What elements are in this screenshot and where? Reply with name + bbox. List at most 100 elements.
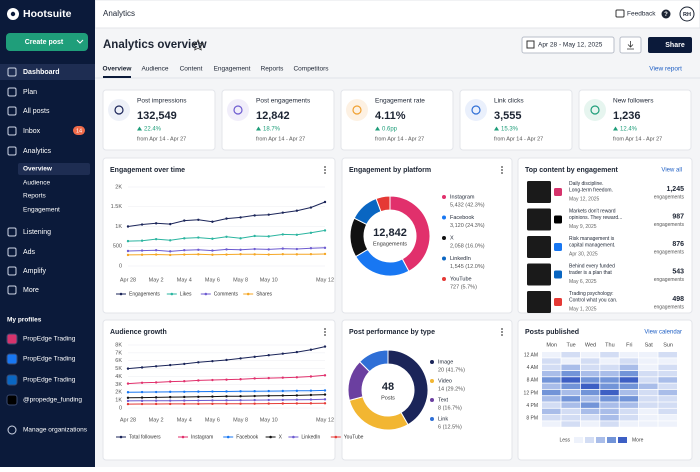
tab[interactable]: Content [180,66,203,73]
nav-item[interactable]: Plan [23,89,37,96]
menu-dot[interactable] [324,172,326,174]
data-point [267,394,270,397]
menu-dot[interactable] [324,166,326,168]
profile-item[interactable]: PropEdge Trading [23,377,76,384]
heat-cell [561,364,580,371]
y-tick-label: 5K [115,366,122,372]
legend-dot [430,360,434,364]
data-point [183,402,186,406]
legend-label: Facebook [236,434,258,440]
data-point [281,376,284,379]
heat-cell [619,421,639,427]
legend-dot [181,435,185,439]
data-point [197,218,200,221]
menu-dot[interactable] [501,169,503,171]
share-button[interactable] [648,37,692,53]
data-point [281,247,284,250]
legend-label: YouTube [450,276,472,282]
menu-dot[interactable] [324,334,326,336]
heat-cell [619,408,639,415]
tab[interactable]: Competitors [293,66,329,73]
heat-cell [600,421,619,427]
help-label[interactable]: ? [664,12,668,18]
legend-label: LinkedIn [450,256,471,262]
subnav-item[interactable]: Engagement [23,207,60,214]
data-point [140,390,144,394]
data-point [197,399,200,402]
card-link[interactable]: View calendar [644,330,682,336]
data-point [309,247,313,250]
nav-item[interactable]: Inbox [23,128,41,135]
data-point [267,402,270,405]
view-report-link[interactable]: View report [649,66,682,73]
date-range[interactable]: Apr 28 - May 12, 2025 [538,42,603,49]
profile-icon [6,353,18,365]
profile-item[interactable]: PropEdge Trading [23,336,76,343]
nav-item[interactable]: Amplify [23,268,46,275]
export-icon [627,41,634,50]
subnav-item[interactable]: Audience [23,180,50,187]
data-point [253,390,256,393]
tab[interactable]: Engagement [214,66,251,73]
kpi-period: from Apr 14 - Apr 27 [375,136,424,142]
data-point [281,352,284,355]
nav-item[interactable]: More [23,287,39,294]
data-point [211,359,214,363]
menu-dot[interactable] [501,172,503,174]
tab[interactable]: Reports [261,66,285,73]
trend-up-arrow [137,126,142,131]
subnav-item[interactable]: Overview [23,166,53,173]
data-point [281,402,284,405]
donut-center-value: 48 [382,381,394,393]
data-point [267,389,270,393]
menu-dot[interactable] [501,331,503,333]
share-label[interactable]: Share [665,42,685,49]
kpi-value: 4.11% [375,110,406,122]
heat-cell [658,358,677,364]
heat-cell [561,389,580,396]
heat-cell [619,389,639,396]
menu-dot[interactable] [324,331,326,333]
nav-item[interactable]: Dashboard [23,69,60,76]
profile-item[interactable]: @propedge_funding [23,397,82,404]
date-picker[interactable] [521,36,615,54]
card-link[interactable]: View all [661,168,682,174]
tab[interactable]: Audience [141,66,168,73]
legend-label: X [450,235,454,241]
create-post-button[interactable] [6,33,88,51]
menu-dot[interactable] [324,169,326,171]
nav-item[interactable]: All posts [23,108,50,115]
post-metric: engagements [654,277,685,283]
data-point [211,249,214,252]
brand-logo-eye [10,11,16,17]
create-post-label[interactable]: Create post [25,39,64,46]
data-point [140,223,144,226]
nav-icon [7,106,17,116]
kpi-icon-glyph [114,105,124,115]
nav-item[interactable]: Analytics [23,148,52,155]
nav-item[interactable]: Ads [23,249,36,256]
heat-cell [600,352,619,358]
post-date: May 6, 2025 [569,279,597,285]
menu-dot[interactable] [501,166,503,168]
legend-value: 5,432 (42.3%) [450,202,485,208]
legend-value: 3,120 (24.3%) [450,223,485,229]
subnav-item[interactable]: Reports [23,193,47,200]
manage-organizations[interactable]: Manage organizations [23,427,88,434]
heat-cell [639,396,658,402]
kpi-icon [346,99,368,121]
menu-dot[interactable] [501,334,503,336]
menu-dot[interactable] [501,328,503,330]
feedback-link[interactable]: Feedback [627,11,656,18]
trend-up-arrow [375,126,380,131]
x-tick-label: Apr 28 [120,417,136,423]
nav-item[interactable]: Listening [23,229,51,236]
data-point [154,237,158,241]
post-thumbnail [527,236,551,258]
menu-dot[interactable] [324,328,326,330]
post-date: Apr 30, 2025 [569,251,598,257]
data-point [169,363,172,367]
data-point [126,225,130,228]
profile-item[interactable]: PropEdge Trading [23,356,76,363]
tab[interactable]: Overview [103,66,133,73]
